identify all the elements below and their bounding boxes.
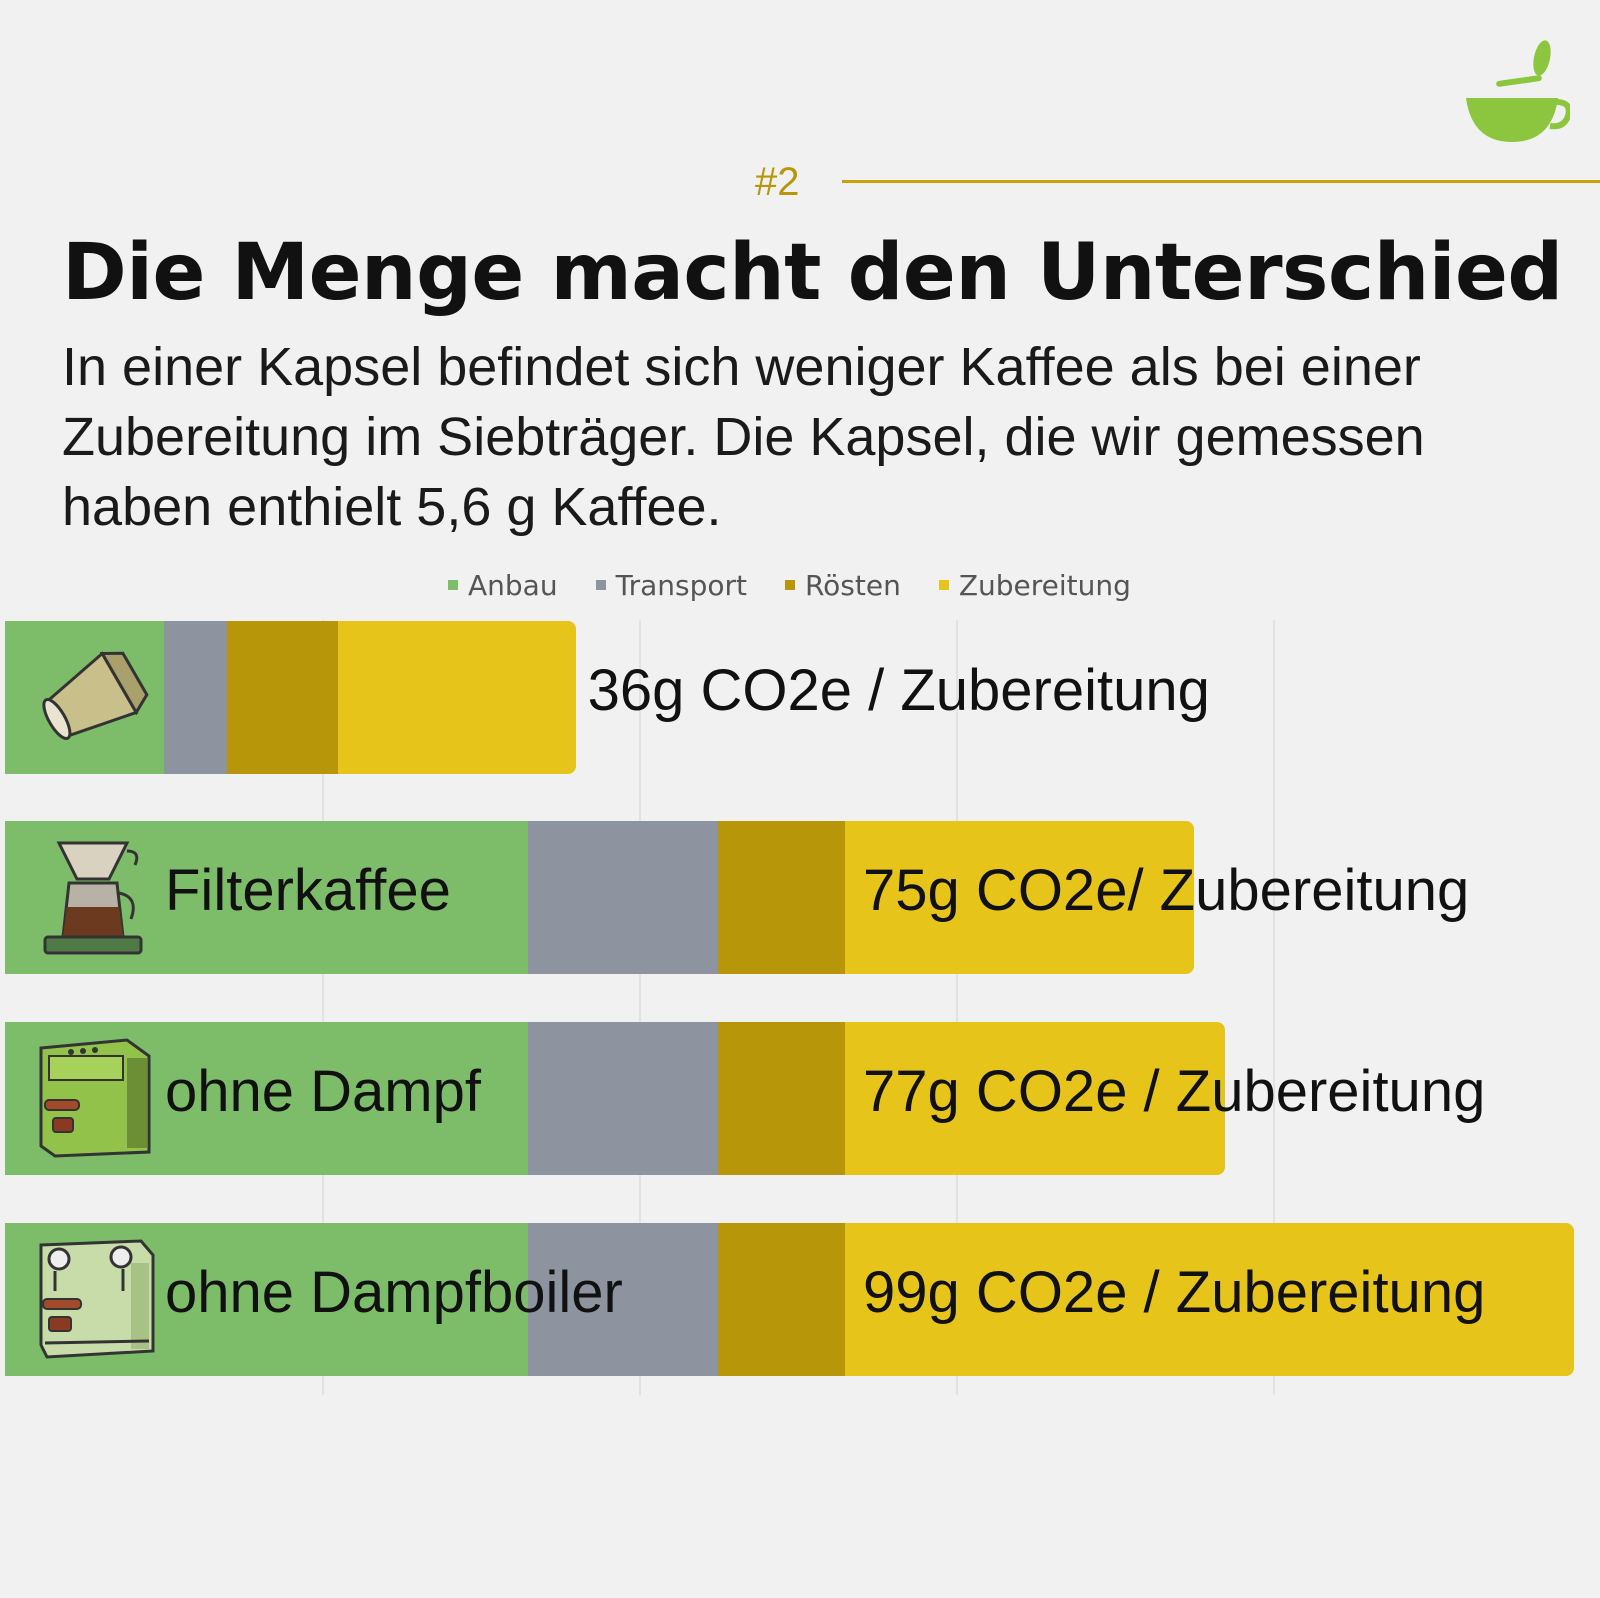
page-title: Die Menge macht den Unterschied — [62, 228, 1563, 318]
grid-line — [956, 620, 958, 1395]
bar-segment-zubereitung — [845, 1022, 1226, 1175]
legend-swatch — [784, 580, 795, 590]
bar-row: ohne Dampfboiler 99g CO2e / Zubereitung — [5, 1223, 1575, 1376]
legend-label: Zubereitung — [958, 568, 1131, 602]
value-label: 75g CO2e/ Zubereitung — [863, 858, 1470, 923]
legend-swatch — [595, 580, 606, 590]
legend-label: Rösten — [804, 568, 901, 602]
bar-segment-transport — [528, 1223, 719, 1376]
bar-row: Filterkaffee 75g CO2e/ Zubereitung — [5, 821, 1469, 974]
dual-boiler-machine-icon — [39, 1239, 155, 1359]
bar-segment-transport — [528, 1022, 719, 1175]
bar-row: 36g CO2e / Zubereitung — [5, 621, 1210, 774]
bar-segment-roesten — [718, 1022, 846, 1175]
bar-segment-transport — [528, 821, 719, 974]
grid-line — [322, 620, 324, 1395]
value-label: 99g CO2e / Zubereitung — [863, 1260, 1486, 1325]
grid-line — [1273, 620, 1275, 1395]
section-divider — [842, 180, 1600, 183]
espresso-machine-icon — [39, 1038, 151, 1158]
legend-swatch — [938, 580, 949, 590]
value-label: 36g CO2e / Zubereitung — [587, 658, 1210, 723]
legend-item-1: Anbau — [448, 569, 558, 602]
bar-segment-roesten — [718, 821, 846, 974]
filter-coffee-icon — [43, 841, 143, 955]
grid-line — [639, 620, 641, 1395]
bar-segment-zubereitung — [845, 1223, 1575, 1376]
coffee-cup-logo-icon — [1466, 40, 1570, 142]
category-label: ohne Dampfboiler — [165, 1260, 623, 1325]
coffee-capsule-icon — [42, 651, 149, 740]
chart-legend: Anbau Transport Rösten Zubereitung — [448, 568, 1131, 602]
category-label: Filterkaffee — [165, 858, 451, 923]
value-label: 77g CO2e / Zubereitung — [863, 1059, 1486, 1124]
page-subtitle: In einer Kapsel befindet sich weniger Ka… — [62, 337, 1425, 537]
bar-segment-roesten — [226, 621, 338, 774]
legend-label: Anbau — [468, 568, 558, 602]
bar-segment-zubereitung — [845, 821, 1194, 974]
legend-label: Transport — [615, 568, 747, 602]
category-label: ohne Dampf — [165, 1059, 481, 1124]
bar-row: ohne Dampf 77g CO2e / Zubereitung — [5, 1022, 1485, 1175]
bar-segment-zubereitung — [337, 621, 576, 774]
bar-segment-transport — [163, 621, 227, 774]
legend-item-3: Rösten — [784, 568, 901, 602]
legend-swatch — [448, 580, 458, 590]
legend-item-4: Zubereitung — [938, 568, 1131, 602]
bar-segment-roesten — [718, 1223, 846, 1376]
section-number: #2 — [755, 160, 800, 204]
legend-item-2: Transport — [595, 568, 747, 602]
